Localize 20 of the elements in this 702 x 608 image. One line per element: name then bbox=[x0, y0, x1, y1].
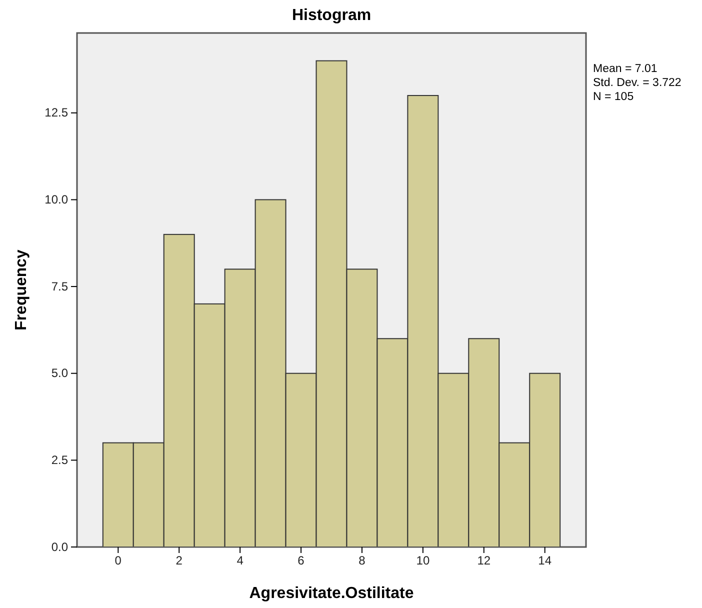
y-axis-title: Frequency bbox=[13, 249, 30, 330]
chart-title: Histogram bbox=[292, 7, 372, 24]
x-tick-label: 0 bbox=[114, 554, 122, 568]
x-tick-label: 10 bbox=[416, 554, 430, 568]
y-tick-label: 10.0 bbox=[44, 192, 68, 207]
x-tick-label: 8 bbox=[358, 554, 366, 568]
text: Std. Dev. = 3.722 bbox=[593, 77, 682, 89]
y-tick-label: 2.5 bbox=[51, 453, 68, 468]
x-tick-label: 6 bbox=[298, 554, 305, 568]
y-tick-label: 5.0 bbox=[51, 366, 68, 380]
y-tick-label: 0.0 bbox=[51, 540, 68, 554]
text: Mean = 7.01 bbox=[593, 63, 658, 75]
text: N = 105 bbox=[593, 91, 634, 103]
x-tick-label: 14 bbox=[538, 554, 552, 568]
x-tick-label: 2 bbox=[176, 554, 183, 568]
y-tick-label: 7.5 bbox=[51, 279, 68, 294]
x-tick-label: 12 bbox=[477, 554, 491, 568]
x-axis-title: Agresivitate.Ostilitate bbox=[249, 585, 414, 602]
x-tick-label: 4 bbox=[236, 554, 244, 568]
y-tick-label: 12.5 bbox=[44, 106, 68, 120]
